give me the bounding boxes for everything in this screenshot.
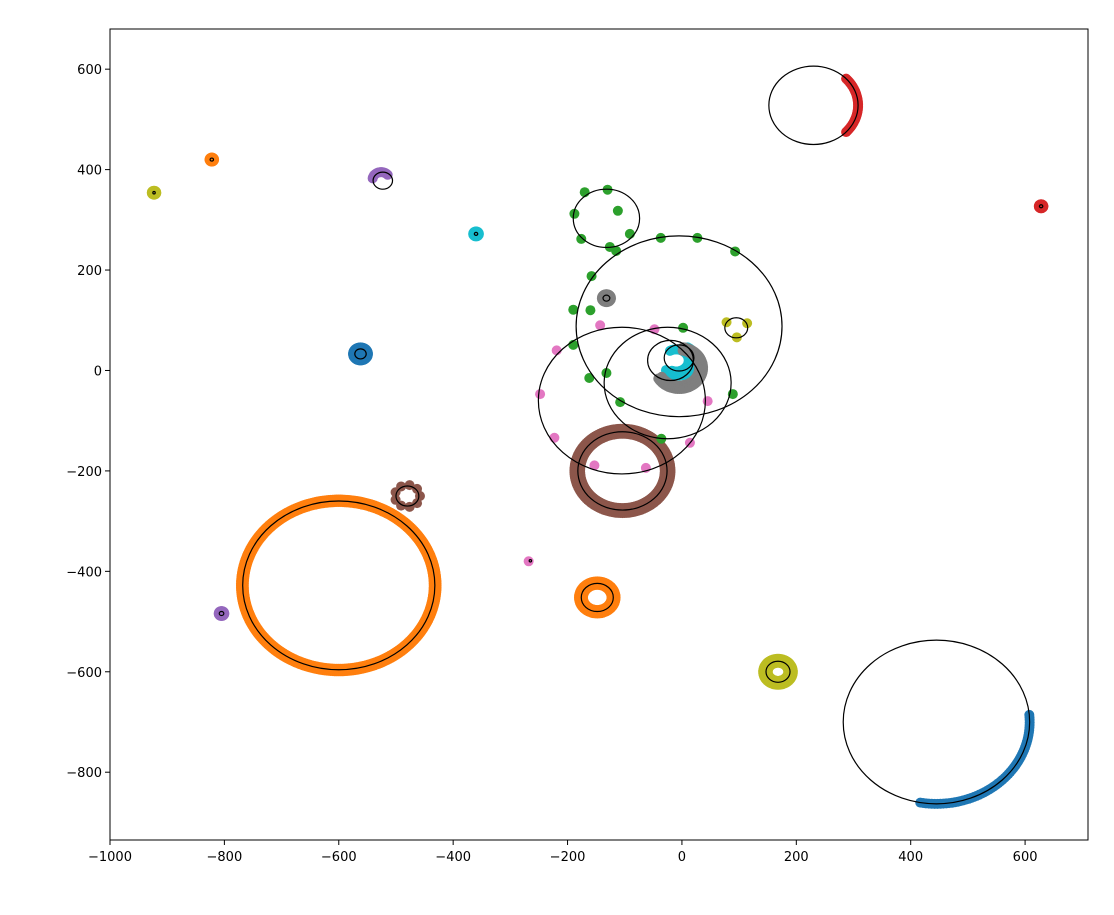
data-point	[606, 594, 617, 605]
y-tick-label: 400	[77, 164, 102, 179]
fitted-circle	[572, 188, 641, 249]
chart-marks	[146, 73, 1049, 809]
data-point	[601, 367, 612, 378]
fitted-circle	[1038, 204, 1044, 209]
data-point	[569, 208, 580, 219]
y-tick-label: 0	[94, 364, 102, 379]
fitted-circle	[537, 326, 706, 475]
data-point	[584, 373, 595, 384]
fitted-circle	[663, 344, 695, 372]
fitted-circle	[152, 190, 156, 195]
fitted-circle	[842, 639, 1031, 805]
data-point	[404, 501, 415, 512]
fitted-circle	[580, 582, 614, 613]
y-tick-label: 200	[77, 264, 102, 279]
fitted-circle	[395, 485, 420, 507]
x-tick-label: −800	[207, 850, 243, 865]
fitted-circle	[577, 431, 668, 511]
data-point	[568, 304, 579, 315]
x-tick-label: −1000	[88, 850, 132, 865]
fitted-circle	[218, 610, 225, 617]
x-tick-label: −600	[321, 850, 357, 865]
data-point	[702, 396, 713, 407]
y-tick-label: −200	[66, 465, 102, 480]
fitted-circle	[372, 171, 394, 190]
y-tick-label: −600	[66, 666, 102, 681]
fitted-circle	[765, 660, 791, 683]
data-point	[605, 294, 616, 305]
y-tick-label: −800	[66, 766, 102, 781]
fitted-circle	[473, 231, 479, 236]
data-point	[595, 320, 606, 331]
data-point	[586, 271, 597, 282]
data-point	[665, 467, 676, 478]
fitted-circle	[209, 157, 215, 162]
data-point	[412, 498, 423, 509]
fitted-circle	[602, 294, 611, 302]
fitted-circle	[724, 317, 749, 339]
y-tick-label: −400	[66, 565, 102, 580]
data-point	[412, 483, 423, 494]
fitted-circle	[768, 65, 859, 146]
data-point	[359, 349, 370, 360]
data-point	[589, 460, 600, 471]
x-tick-label: 400	[898, 850, 923, 865]
y-axis: 600 400 200 0 −200 −400 −600 −800	[66, 63, 110, 781]
fitted-circle	[603, 326, 732, 440]
x-tick-label: 0	[678, 850, 686, 865]
data-point	[431, 582, 442, 593]
fitted-circle	[354, 348, 367, 360]
fitted-circle	[528, 558, 533, 563]
data-point	[612, 205, 623, 216]
fitted-circle	[575, 235, 783, 418]
x-tick-label: −200	[550, 850, 586, 865]
data-point	[678, 322, 689, 333]
y-tick-label: 600	[77, 63, 102, 78]
x-tick-label: −400	[435, 850, 471, 865]
data-point	[585, 305, 596, 316]
x-axis: −1000 −800 −600 −400 −200 0 200 400 600	[88, 840, 1038, 865]
data-point	[549, 432, 560, 443]
data-point	[783, 668, 794, 679]
fitted-circles	[152, 65, 1044, 805]
x-tick-label: 600	[1013, 850, 1038, 865]
plot-frame	[109, 28, 1089, 841]
data-point	[404, 480, 415, 491]
data-point	[535, 389, 546, 400]
data-point	[624, 228, 635, 239]
x-tick-label: 200	[784, 850, 809, 865]
data-point	[664, 345, 675, 356]
fitted-circle	[242, 500, 436, 671]
data-point	[615, 397, 626, 408]
data-point	[576, 233, 587, 244]
